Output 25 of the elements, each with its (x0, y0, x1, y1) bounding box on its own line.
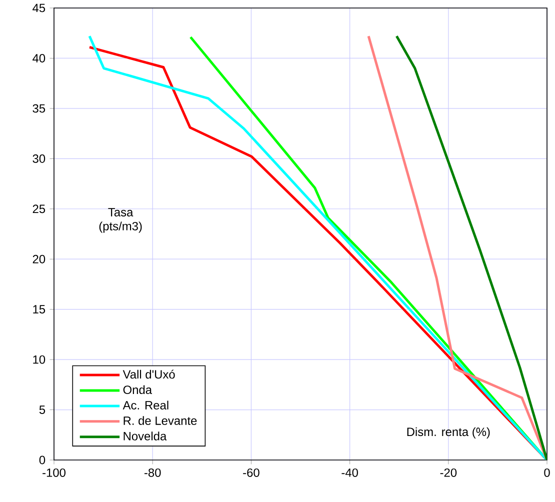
y-tick-label: 30 (32, 154, 46, 163)
legend-label: Novelda (124, 432, 167, 440)
x-tick-label: 0 (544, 468, 550, 477)
x-tick-label: -40 (342, 468, 358, 477)
y-tick-label: 0 (39, 456, 46, 464)
legend-label: R. de Levante (124, 416, 197, 425)
y-tick-label: 15 (33, 305, 46, 314)
x-tick-label: -20 (440, 468, 457, 477)
legend-label: Ac. Real (122, 400, 168, 410)
legend-label: Onda (123, 385, 152, 394)
x-axis-title: Dism. renta (%) (407, 427, 490, 438)
y-tick-label: 10 (33, 355, 46, 364)
y-tick-label: 35 (32, 104, 46, 113)
y-tick-label: 25 (32, 204, 46, 214)
y-axis-title: Tasa (pts/m3) (99, 208, 142, 233)
x-tick-label: -100 (42, 468, 66, 477)
y-tick-label: 20 (32, 254, 46, 264)
y-tick-label: 5 (39, 406, 46, 414)
y-tick-label: 45 (32, 4, 46, 12)
legend-label: Vall d'Uxó (122, 370, 175, 379)
x-tick-label: -60 (243, 468, 260, 477)
y-tick-label: 40 (32, 54, 46, 62)
line-series (395, 34, 548, 460)
x-tick-label: -80 (144, 468, 161, 477)
line-series (367, 34, 548, 460)
